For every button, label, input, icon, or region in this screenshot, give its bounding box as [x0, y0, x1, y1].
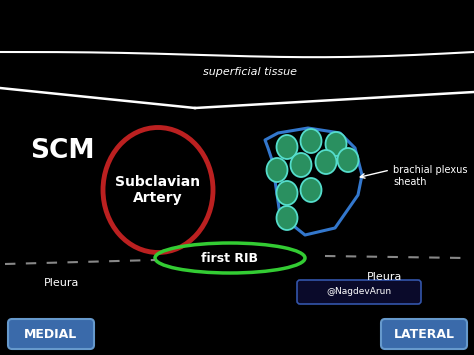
Ellipse shape — [276, 135, 298, 159]
FancyBboxPatch shape — [381, 319, 467, 349]
FancyBboxPatch shape — [8, 319, 94, 349]
Text: MEDIAL: MEDIAL — [24, 328, 78, 340]
Ellipse shape — [301, 129, 321, 153]
Text: Pleura: Pleura — [44, 278, 80, 288]
Text: LATERAL: LATERAL — [393, 328, 455, 340]
Ellipse shape — [316, 150, 337, 174]
Ellipse shape — [337, 148, 358, 172]
Text: SCM: SCM — [30, 138, 94, 164]
Ellipse shape — [326, 132, 346, 156]
Ellipse shape — [266, 158, 288, 182]
Text: brachial plexus
sheath: brachial plexus sheath — [393, 165, 467, 187]
Ellipse shape — [276, 181, 298, 205]
Text: Pleura: Pleura — [367, 272, 403, 282]
Text: @NagdevArun: @NagdevArun — [327, 288, 392, 296]
Ellipse shape — [276, 206, 298, 230]
FancyBboxPatch shape — [297, 280, 421, 304]
Text: superficial tissue: superficial tissue — [203, 67, 297, 77]
Ellipse shape — [301, 178, 321, 202]
Text: first RIB: first RIB — [201, 251, 258, 264]
Text: Subclavian
Artery: Subclavian Artery — [116, 175, 201, 205]
Ellipse shape — [291, 153, 311, 177]
